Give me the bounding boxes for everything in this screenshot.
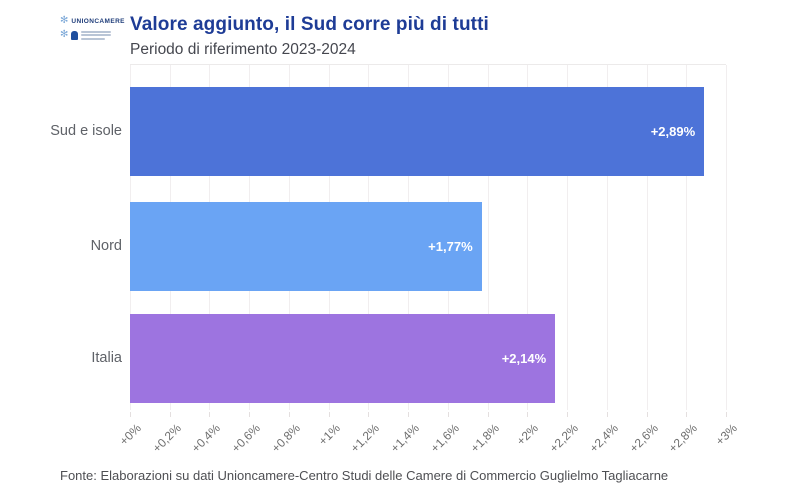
x-tick-label: +0,8% (268, 421, 303, 456)
chart-subtitle: Periodo di riferimento 2023-2024 (130, 41, 356, 58)
axis-tick (726, 412, 727, 417)
category-label: Sud e isole (50, 122, 122, 139)
axis-tick (408, 412, 410, 417)
bar-value-label: +2,14% (501, 351, 547, 366)
source-note: Fonte: Elaborazioni su dati Unioncamere-… (60, 468, 669, 483)
x-axis: +0% +0,2% +0,4% +0,6% +0,8% +1% +1,2% +1,4% +1,6… (117, 410, 740, 458)
axis-tick (527, 412, 529, 417)
x-tick-label: +1,4% (387, 421, 423, 456)
category-label: Nord (90, 237, 122, 254)
axis-tick (288, 412, 290, 417)
logo-row-unioncamere: ✻ UNIONCAMERE (60, 16, 128, 26)
axis-tick (567, 412, 569, 417)
gridline (527, 65, 529, 410)
x-tick-label: +0,2% (149, 421, 184, 456)
gridline (686, 65, 688, 410)
gridline (487, 65, 489, 410)
x-tick-label: +1,8% (467, 421, 502, 456)
gridline (726, 65, 727, 410)
axis-tick (606, 412, 608, 417)
person-icon (71, 30, 79, 40)
x-tick-label: +1,6% (427, 421, 462, 456)
bar-value-label: +1,77% (428, 239, 473, 254)
bar: +1,77% (130, 202, 482, 291)
axis-tick (487, 412, 489, 417)
x-tick-label: +2,4% (586, 421, 621, 456)
logo-text-lines (81, 30, 112, 40)
bar: +2,14% (130, 314, 556, 403)
axis-tick (328, 412, 330, 417)
axis-tick (686, 412, 688, 417)
plot-area: +2,89% +1,77% +2,14% (130, 64, 727, 410)
logo-org-name: UNIONCAMERE (71, 17, 125, 25)
axis-tick (447, 412, 449, 417)
x-tick-label: +0,6% (228, 421, 264, 456)
axis-tick (169, 412, 171, 417)
x-tick-label: +2% (514, 421, 542, 449)
category-label: Italia (91, 349, 122, 366)
x-tick-label: +1,2% (348, 421, 383, 456)
chart-title: Valore aggiunto, il Sud corre più di tut… (130, 14, 489, 35)
axis-tick (130, 412, 131, 417)
snowflake-icon: ✻ (60, 29, 69, 40)
gridline (567, 65, 569, 410)
gridline (606, 65, 608, 410)
bar: +2,89% (130, 87, 705, 176)
x-tick-label: +2,2% (546, 421, 581, 456)
logo-row-tagliacarne: ✻ (60, 30, 128, 40)
unioncamere-logo: ✻ UNIONCAMERE ✻ (60, 16, 128, 40)
axis-tick (646, 412, 648, 417)
gridline (646, 65, 648, 410)
axis-tick (249, 412, 251, 417)
x-tick-label: +0,4% (189, 421, 224, 456)
x-tick-label: +3% (712, 421, 740, 449)
bar-value-label: +2,89% (650, 124, 696, 139)
x-tick-label: +2,6% (626, 421, 661, 456)
x-tick-label: +2,8% (665, 421, 701, 456)
axis-tick (368, 412, 370, 417)
snowflake-icon: ✻ (60, 15, 69, 26)
axis-tick (209, 412, 211, 417)
x-tick-label: +1% (315, 421, 343, 449)
header: Valore aggiunto, il Sud corre più di tut… (130, 14, 489, 59)
x-tick-label: +0% (116, 421, 144, 449)
